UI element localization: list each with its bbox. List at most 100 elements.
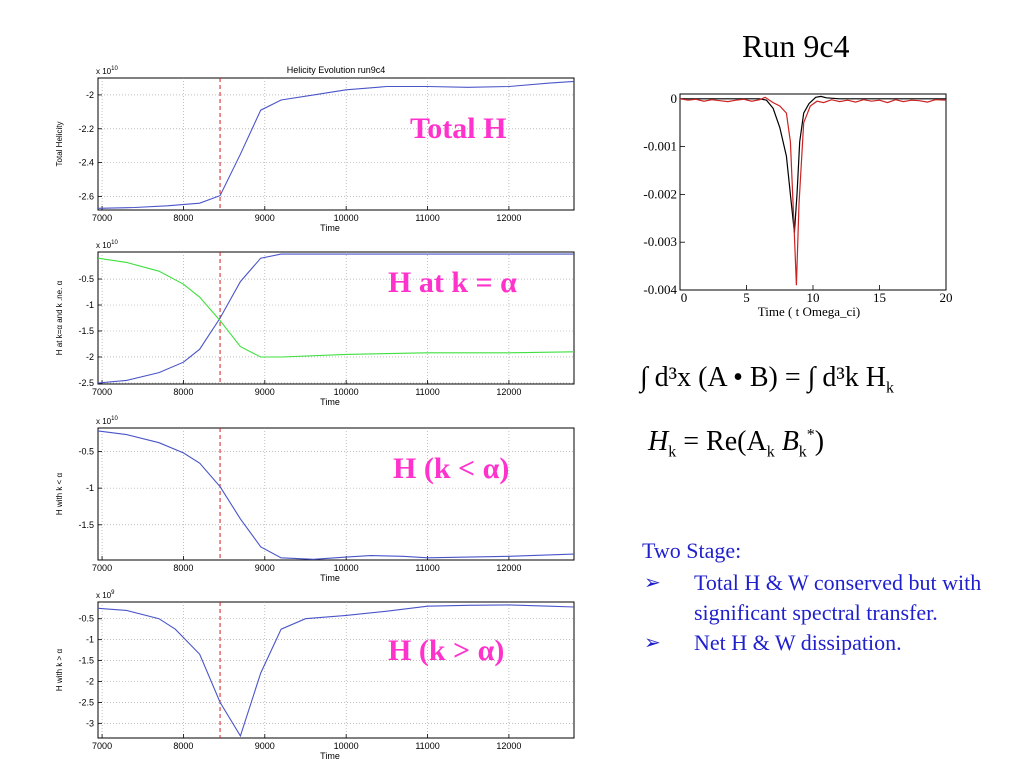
x-axis-label: Time bbox=[320, 751, 340, 761]
x-tick-label: 8000 bbox=[173, 213, 193, 223]
green-series-line bbox=[97, 257, 575, 358]
y-tick-label: -2.2 bbox=[78, 124, 94, 134]
inset-black-series-line bbox=[680, 95, 946, 233]
y-tick-label: -0.5 bbox=[78, 446, 94, 456]
y-tick-label: -1.5 bbox=[78, 326, 94, 336]
x-axis-label: Time bbox=[320, 223, 340, 233]
x-tick-label: 11000 bbox=[415, 741, 439, 751]
axis-exponent-power: 10 bbox=[111, 416, 118, 422]
x-tick-label: 12000 bbox=[496, 387, 521, 397]
notes-list: Two Stage: ➢ Total H & W conserved but w… bbox=[642, 536, 1012, 658]
x-tick-label: 10000 bbox=[334, 387, 359, 397]
plot-frame bbox=[97, 251, 575, 385]
hk-close: ) bbox=[814, 426, 825, 457]
y-tick-label: -0.5 bbox=[78, 274, 94, 284]
hk-lhs-sub: k bbox=[668, 443, 677, 461]
axis-exponent: x 1010 bbox=[96, 66, 118, 76]
blue-series-line bbox=[97, 80, 575, 209]
x-tick-label: 10000 bbox=[334, 213, 359, 223]
x-tick-label: 12000 bbox=[496, 563, 521, 573]
x-tick-label: 12000 bbox=[496, 213, 521, 223]
x-tick-label: 12000 bbox=[496, 741, 521, 751]
integral-equation: ∫ d³x (A • B) = ∫ d³k Hk bbox=[640, 362, 894, 398]
axis-exponent-power: 9 bbox=[111, 590, 115, 596]
inset-y-tick-label: -0.003 bbox=[643, 234, 677, 249]
hk-rhs-sub: k bbox=[766, 443, 775, 461]
arrow-bullet-icon: ➢ bbox=[644, 632, 661, 654]
inset-y-tick-label: -0.001 bbox=[643, 139, 677, 154]
y-tick-label: -1 bbox=[86, 300, 94, 310]
x-tick-label: 7000 bbox=[92, 741, 112, 751]
inset-x-axis-label: Time ( t Omega_ci) bbox=[758, 304, 860, 319]
inset-x-tick-label: 15 bbox=[873, 290, 886, 305]
panel-annotation: H (k > α) bbox=[388, 634, 504, 667]
x-tick-label: 7000 bbox=[92, 563, 112, 573]
blue-series-line bbox=[97, 604, 575, 738]
plot-frame bbox=[97, 427, 575, 561]
plot-frame bbox=[97, 601, 575, 739]
axis-exponent: x 1010 bbox=[96, 240, 118, 250]
chart-title: Helicity Evolution run9c4 bbox=[287, 65, 386, 75]
y-tick-label: -1 bbox=[86, 635, 94, 645]
panel-annotation: H (k < α) bbox=[393, 452, 509, 485]
helicity-panel-3: 7000 8000 9000 10000 11000 12000 -0.5 -1 -1.5 x 1… bbox=[55, 416, 575, 583]
inset-y-tick-label: -0.002 bbox=[643, 186, 677, 201]
notes-item-2-text: Net H & W dissipation. bbox=[694, 630, 902, 655]
integral-equation-text: ∫ d³x (A • B) = ∫ d³k H bbox=[640, 362, 886, 393]
y-tick-label: -2.5 bbox=[78, 697, 94, 707]
x-tick-label: 10000 bbox=[334, 741, 359, 751]
axis-exponent-base: x 10 bbox=[96, 241, 112, 250]
hk-rhs-b: B bbox=[781, 426, 799, 457]
inset-y-tick-label: 0 bbox=[671, 91, 678, 106]
inset-x-tick-label: 5 bbox=[743, 290, 750, 305]
y-tick-label: -2.5 bbox=[78, 378, 94, 388]
y-tick-label: -1 bbox=[86, 483, 94, 493]
y-tick-label: -2.4 bbox=[78, 158, 94, 168]
y-tick-label: -2 bbox=[86, 677, 94, 687]
hk-equation: Hk = Re(Ak Bk*) bbox=[648, 426, 824, 462]
x-tick-label: 11000 bbox=[415, 387, 439, 397]
y-axis-label: Total Helicity bbox=[55, 122, 64, 167]
axis-exponent-base: x 10 bbox=[96, 67, 112, 76]
panel-annotation: Total H bbox=[410, 112, 506, 145]
y-axis-label: H with k > α bbox=[55, 649, 64, 692]
y-axis-label: H at k=α and k .ne. α bbox=[55, 280, 64, 355]
y-tick-label: -0.5 bbox=[78, 614, 94, 624]
y-tick-label: -1.5 bbox=[78, 520, 94, 530]
x-tick-label: 8000 bbox=[173, 741, 193, 751]
y-tick-label: -2 bbox=[86, 352, 94, 362]
inset-chart: 0 5 10 15 20 0 -0.001 -0.002 -0.003 -0.004 Time ( … bbox=[643, 91, 952, 319]
inset-y-tick-label: -0.004 bbox=[643, 282, 677, 297]
inset-x-tick-label: 0 bbox=[681, 290, 688, 305]
axis-exponent: x 1010 bbox=[96, 416, 118, 426]
notes-item-1: ➢ Total H & W conserved but with signifi… bbox=[642, 568, 1012, 628]
x-tick-label: 8000 bbox=[173, 387, 193, 397]
arrow-bullet-icon: ➢ bbox=[644, 572, 661, 594]
x-tick-label: 11000 bbox=[415, 213, 439, 223]
x-tick-label: 8000 bbox=[173, 563, 193, 573]
notes-item-1-text: Total H & W conserved but with significa… bbox=[694, 570, 982, 625]
x-tick-label: 9000 bbox=[255, 741, 275, 751]
x-tick-label: 11000 bbox=[415, 563, 439, 573]
slide-title: Run 9c4 bbox=[742, 28, 850, 64]
y-tick-label: -1.5 bbox=[78, 656, 94, 666]
y-tick-label: -2 bbox=[86, 90, 94, 100]
hk-lhs: H bbox=[648, 426, 669, 457]
axis-exponent-base: x 10 bbox=[96, 417, 112, 426]
hk-rhs-b-sup: * bbox=[806, 426, 815, 444]
x-tick-label: 9000 bbox=[255, 213, 275, 223]
inset-x-tick-label: 20 bbox=[940, 290, 953, 305]
notes-item-2: ➢ Net H & W dissipation. bbox=[642, 628, 1012, 658]
helicity-panel-1: 7000 8000 9000 10000 11000 12000 -2 -2.2 -2.4 -2.… bbox=[55, 65, 575, 233]
helicity-panel-2: 7000 8000 9000 10000 11000 12000 -0.5 -1 -1.5 -2 -… bbox=[55, 240, 575, 407]
x-tick-label: 7000 bbox=[92, 387, 112, 397]
axis-exponent: x 109 bbox=[96, 590, 115, 600]
x-axis-label: Time bbox=[320, 397, 340, 407]
blue-series-line bbox=[97, 430, 575, 560]
y-tick-label: -3 bbox=[86, 718, 94, 728]
y-axis-label: H with k < α bbox=[55, 473, 64, 516]
x-tick-label: 9000 bbox=[255, 387, 275, 397]
x-axis-label: Time bbox=[320, 573, 340, 583]
panel-annotation: H at k = α bbox=[388, 266, 517, 299]
